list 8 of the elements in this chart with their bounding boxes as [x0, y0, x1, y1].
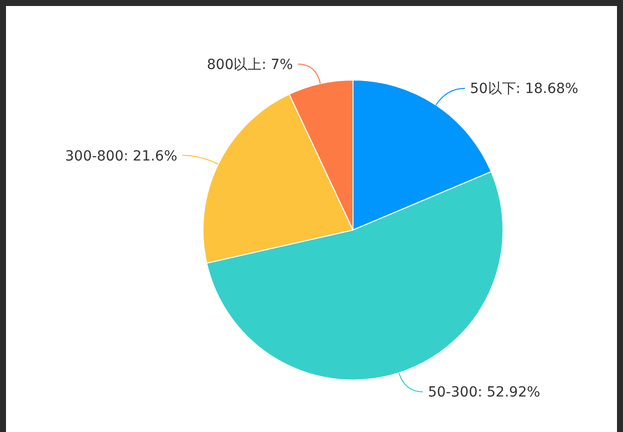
slice-label: 300-800 — [65, 148, 124, 164]
slice-label: 50-300 — [428, 384, 478, 401]
slice-label: 50以下 — [470, 81, 516, 98]
data-label: : 7% — [262, 56, 293, 73]
data-label: : 21.6% — [124, 148, 178, 164]
data-label: : 52.92% — [478, 384, 540, 401]
data-label: : 18.68% — [516, 81, 578, 98]
slice-label: 800以上 — [206, 56, 262, 73]
